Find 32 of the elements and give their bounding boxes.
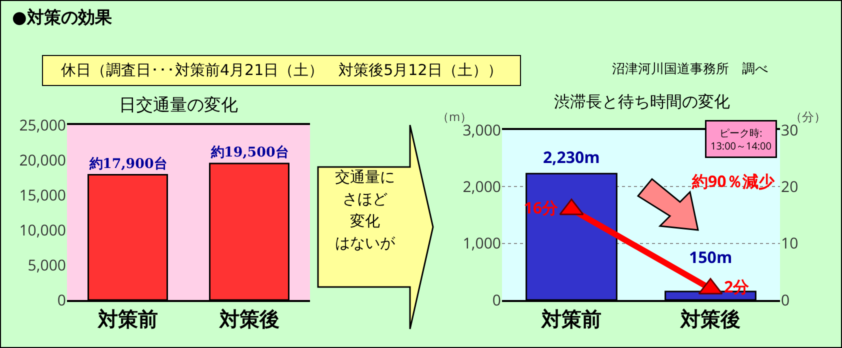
y-tick-label: 20,000 [19, 150, 66, 170]
data-label: 2分 [724, 276, 750, 298]
y-tick-label: 10,000 [19, 220, 66, 240]
data-label: 約17,900台 [88, 156, 167, 172]
y2-tick-label: 10 [781, 234, 798, 254]
text: 休日（調査日･･･対策前4月21日（土） 対策後5月12日（土）） [42, 55, 522, 86]
chart-title: 日交通量の変化 [118, 92, 238, 116]
y-tick-label: 15,000 [19, 185, 66, 206]
text: 交通量に [334, 168, 396, 187]
annotation: 約90％減少 [691, 170, 776, 192]
annotation: ピーク時: 13:00～14:00 [710, 126, 772, 152]
y-tick-label: 0 [492, 290, 501, 310]
y-tick-label: 25,000 [19, 115, 66, 136]
x-tick-label: 対策前 [540, 307, 602, 331]
data-label: 150m [689, 246, 732, 268]
text: ●対策の効果 [12, 7, 112, 29]
text: さほど [342, 190, 388, 209]
y2-tick-label: 20 [781, 176, 798, 197]
x-tick-label: 対策後 [218, 307, 280, 331]
text: 沼津河川国道事務所 調べ [612, 61, 768, 78]
y-tick-label: 0 [57, 290, 66, 310]
text: はないが [334, 234, 396, 253]
y-tick-label: 5,000 [28, 255, 66, 276]
data-label: 約19,500台 [210, 144, 288, 161]
y-tick-label: 2,000 [462, 176, 501, 197]
chart-title: 渋滞長と待ち時間の変化 [554, 90, 730, 112]
x-tick-label: 対策前 [96, 307, 158, 331]
data-label: 2,230m [543, 146, 600, 168]
y2-tick-label: 0 [781, 290, 790, 310]
y-tick-label: 1,000 [462, 234, 501, 254]
text: 変化 [349, 212, 381, 231]
x-tick-label: 対策後 [680, 307, 740, 331]
